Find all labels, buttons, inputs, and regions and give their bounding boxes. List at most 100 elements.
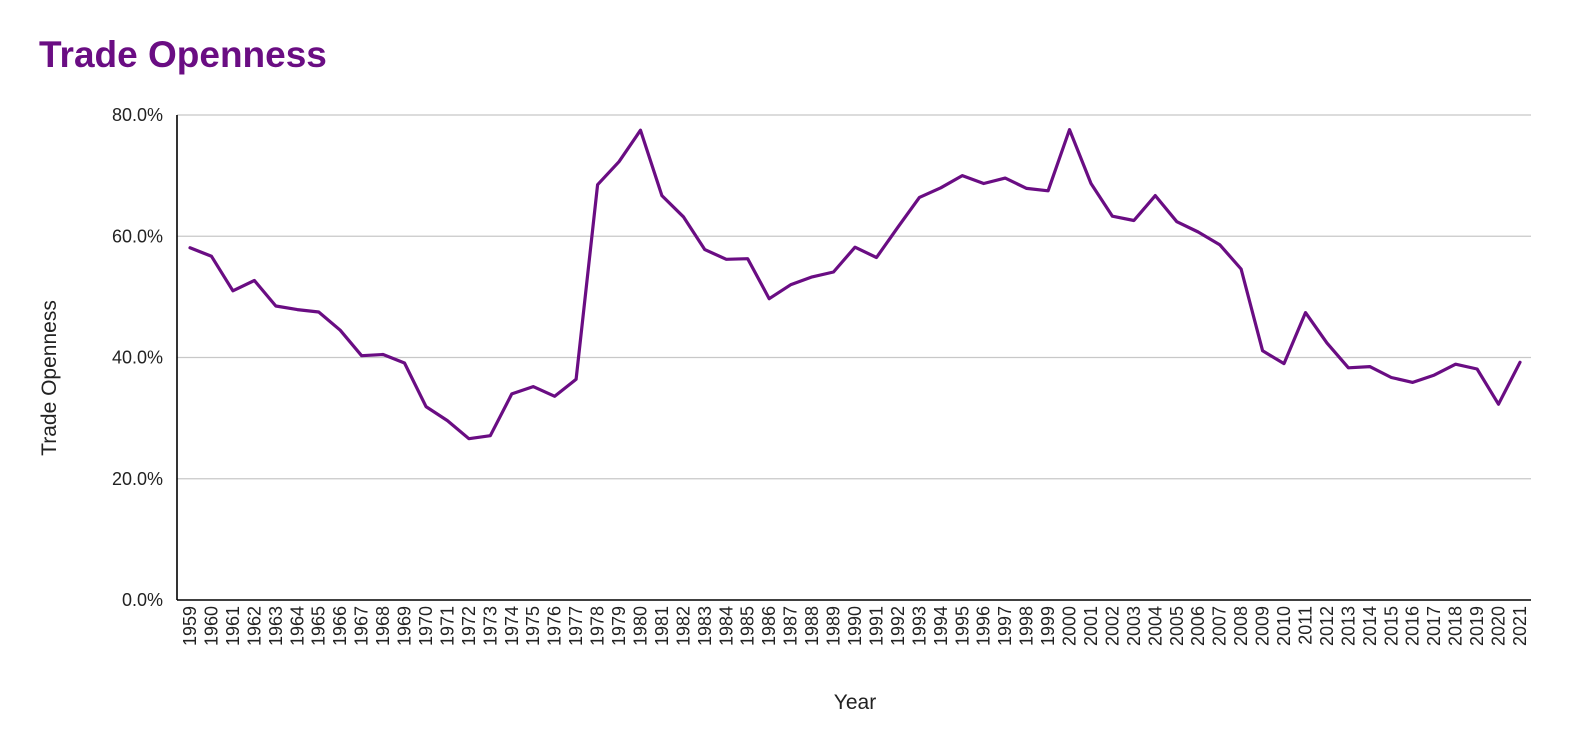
data-point bbox=[1110, 214, 1114, 218]
data-point bbox=[703, 248, 707, 252]
x-tick-label: 2019 bbox=[1467, 606, 1487, 646]
data-point bbox=[1089, 182, 1093, 186]
data-point bbox=[1282, 362, 1286, 366]
x-axis-title: Year bbox=[834, 691, 876, 714]
x-tick-label: 2001 bbox=[1081, 606, 1101, 646]
data-point bbox=[1261, 349, 1265, 353]
data-point bbox=[403, 361, 407, 365]
x-tick-label: 1992 bbox=[888, 606, 908, 646]
data-point bbox=[724, 257, 728, 261]
x-tick-label: 1993 bbox=[909, 606, 929, 646]
data-point bbox=[832, 270, 836, 274]
data-point bbox=[360, 354, 364, 358]
data-point bbox=[875, 256, 879, 260]
data-point bbox=[574, 377, 578, 381]
data-point bbox=[1218, 243, 1222, 247]
x-tick-label: 1991 bbox=[867, 606, 887, 646]
x-tick-label: 1961 bbox=[223, 606, 243, 646]
x-tick-label: 1979 bbox=[609, 606, 629, 646]
x-tick-label: 2013 bbox=[1338, 606, 1358, 646]
data-point bbox=[1411, 380, 1415, 384]
x-tick-label: 1968 bbox=[373, 606, 393, 646]
data-point bbox=[660, 194, 664, 198]
y-tick-label: 60.0% bbox=[112, 226, 163, 246]
x-tick-label: 1995 bbox=[952, 606, 972, 646]
data-point bbox=[1239, 267, 1243, 271]
x-tick-label: 2015 bbox=[1381, 606, 1401, 646]
data-point bbox=[317, 310, 321, 314]
data-point bbox=[1389, 376, 1393, 380]
data-point bbox=[210, 254, 214, 258]
data-point bbox=[1497, 402, 1501, 406]
x-tick-label: 2007 bbox=[1210, 606, 1230, 646]
x-tick-label: 2021 bbox=[1510, 606, 1530, 646]
data-point bbox=[1153, 194, 1157, 198]
x-tick-label: 2020 bbox=[1489, 606, 1509, 646]
data-point bbox=[252, 279, 256, 283]
x-tick-label: 1998 bbox=[1017, 606, 1037, 646]
data-point bbox=[488, 434, 492, 438]
data-point bbox=[274, 304, 278, 308]
axes bbox=[176, 115, 1531, 601]
x-tick-label: 1974 bbox=[502, 606, 522, 646]
x-tick-label: 1970 bbox=[416, 606, 436, 646]
data-point bbox=[1003, 176, 1007, 180]
data-point bbox=[424, 405, 428, 409]
x-tick-label: 1965 bbox=[309, 606, 329, 646]
data-point bbox=[381, 353, 385, 357]
x-tick-label: 1990 bbox=[845, 606, 865, 646]
data-point bbox=[1518, 360, 1522, 364]
data-point bbox=[982, 182, 986, 186]
data-point bbox=[467, 437, 471, 441]
x-tick-label: 2006 bbox=[1188, 606, 1208, 646]
data-point bbox=[1368, 365, 1372, 369]
x-tick-label: 1982 bbox=[673, 606, 693, 646]
y-axis-title: Trade Openness bbox=[38, 300, 61, 456]
series-layer bbox=[188, 128, 1522, 441]
data-point bbox=[1325, 341, 1329, 345]
x-tick-label: 2016 bbox=[1403, 606, 1423, 646]
x-tick-label: 1996 bbox=[974, 606, 994, 646]
data-point bbox=[188, 246, 192, 250]
y-tick-label: 0.0% bbox=[122, 590, 163, 610]
x-tick-label: 2005 bbox=[1167, 606, 1187, 646]
x-tick-label: 2012 bbox=[1317, 606, 1337, 646]
data-point bbox=[553, 394, 557, 398]
x-tick-label: 1969 bbox=[395, 606, 415, 646]
data-point bbox=[810, 275, 814, 279]
data-point bbox=[960, 174, 964, 178]
x-tick-label: 1986 bbox=[759, 606, 779, 646]
x-tick-label: 1985 bbox=[738, 606, 758, 646]
x-tick-label: 1997 bbox=[995, 606, 1015, 646]
x-tick-label: 1959 bbox=[180, 606, 200, 646]
data-point bbox=[939, 186, 943, 190]
x-tick-label: 1975 bbox=[523, 606, 543, 646]
y-tick-label: 80.0% bbox=[112, 105, 163, 125]
x-tick-label: 1994 bbox=[931, 606, 951, 646]
x-tick-label: 2002 bbox=[1102, 606, 1122, 646]
x-tick-label: 1984 bbox=[716, 606, 736, 646]
data-point bbox=[789, 283, 793, 287]
data-point bbox=[639, 128, 643, 132]
x-tick-label: 1976 bbox=[545, 606, 565, 646]
x-tick-label: 1983 bbox=[695, 606, 715, 646]
x-tick-labels: 1959 1960 1961 1962 1963 1964 1965 1966 1967 1968… bbox=[180, 606, 1530, 646]
x-tick-label: 1966 bbox=[330, 606, 350, 646]
x-tick-label: 1981 bbox=[652, 606, 672, 646]
x-tick-label: 1964 bbox=[287, 606, 307, 646]
x-tick-label: 2010 bbox=[1274, 606, 1294, 646]
data-point bbox=[445, 419, 449, 423]
x-tick-label: 2004 bbox=[1145, 606, 1165, 646]
x-tick-label: 2008 bbox=[1231, 606, 1251, 646]
data-point bbox=[510, 392, 514, 396]
data-point bbox=[1132, 219, 1136, 223]
gridlines bbox=[177, 114, 1531, 480]
x-tick-label: 2017 bbox=[1424, 606, 1444, 646]
x-tick-label: 1989 bbox=[824, 606, 844, 646]
series-line bbox=[188, 128, 1522, 441]
x-tick-label: 1978 bbox=[588, 606, 608, 646]
data-point bbox=[1432, 373, 1436, 377]
data-point bbox=[1175, 220, 1179, 224]
x-tick-label: 1999 bbox=[1038, 606, 1058, 646]
data-point bbox=[295, 308, 299, 312]
